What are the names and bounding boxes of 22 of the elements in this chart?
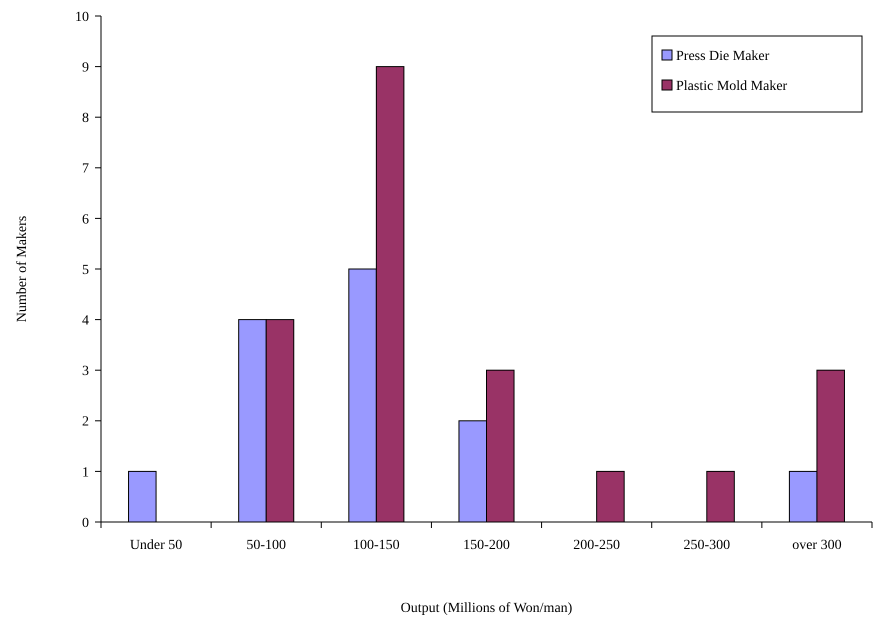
- y-tick-label: 5: [82, 262, 89, 278]
- x-tick-label: 250-300: [683, 538, 730, 553]
- x-tick-label: 150-200: [463, 538, 510, 553]
- y-tick-label: 4: [82, 314, 89, 328]
- legend-label: Plastic Mold Maker: [676, 79, 788, 94]
- y-tick-label: 7: [82, 162, 89, 177]
- y-tick-label: 3: [82, 364, 89, 380]
- legend-label: Press Die Maker: [676, 49, 770, 64]
- y-tick-label: 0: [82, 516, 89, 531]
- x-axis-title: Output (Millions of Won/man): [400, 601, 573, 616]
- y-axis-title: Number of Makers: [15, 216, 30, 322]
- x-tick-label: Under 50: [130, 538, 182, 553]
- y-tick-label: 8: [82, 111, 89, 126]
- y-tick-label: 6: [82, 212, 89, 228]
- x-tick-label: 200-250: [573, 538, 620, 553]
- y-tick-label: 1: [82, 465, 89, 480]
- x-tick-label: 100-150: [353, 538, 400, 553]
- x-tick-label: 50-100: [246, 538, 286, 553]
- y-tick-label: 2: [82, 414, 89, 430]
- y-tick-label: 10: [75, 10, 89, 25]
- y-tick-label: 9: [82, 60, 89, 76]
- x-tick-label: over 300: [792, 538, 842, 553]
